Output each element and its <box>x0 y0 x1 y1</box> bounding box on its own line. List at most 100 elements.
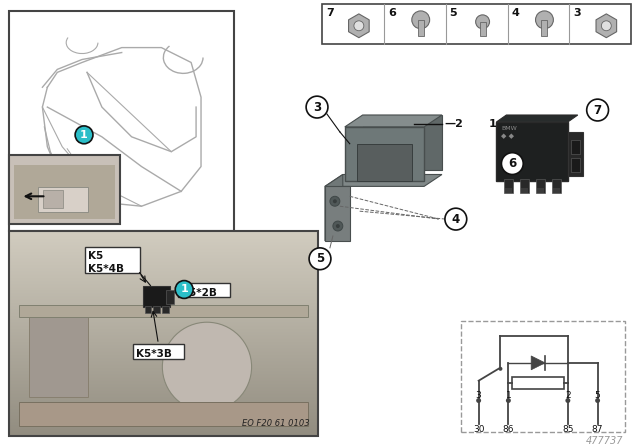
Bar <box>9 348 318 349</box>
Text: K5*4B: K5*4B <box>88 264 124 274</box>
Bar <box>85 247 140 273</box>
Bar <box>541 20 547 36</box>
Text: 1: 1 <box>506 391 511 400</box>
Bar <box>9 435 318 436</box>
Bar <box>9 241 318 242</box>
Bar <box>9 399 318 400</box>
Bar <box>418 20 424 36</box>
Text: 5: 5 <box>450 8 458 18</box>
Bar <box>166 290 174 304</box>
Bar <box>9 261 318 262</box>
Bar <box>9 400 318 401</box>
Bar <box>29 317 88 396</box>
Bar <box>9 329 318 330</box>
Bar <box>552 180 561 194</box>
Bar <box>9 425 318 426</box>
Circle shape <box>336 224 340 228</box>
Circle shape <box>333 199 337 203</box>
Bar <box>506 188 513 194</box>
Bar <box>9 388 318 389</box>
Bar <box>9 401 318 402</box>
Bar <box>9 424 318 425</box>
Bar <box>9 304 318 306</box>
Bar <box>9 281 318 283</box>
Bar <box>9 254 318 255</box>
Bar <box>9 404 318 405</box>
Text: 3: 3 <box>476 391 481 400</box>
Circle shape <box>163 322 252 411</box>
Bar <box>9 335 318 336</box>
Bar <box>9 274 318 275</box>
Bar <box>9 406 318 408</box>
Bar <box>9 242 318 243</box>
Bar <box>19 401 308 426</box>
Bar <box>9 318 318 319</box>
Bar <box>143 285 170 307</box>
Bar <box>497 122 568 181</box>
Bar <box>9 385 318 386</box>
Bar <box>9 323 318 324</box>
Bar <box>9 390 318 391</box>
Bar <box>9 231 318 436</box>
Bar <box>9 381 318 382</box>
Text: 3: 3 <box>573 8 581 18</box>
Bar <box>9 240 318 241</box>
Polygon shape <box>363 115 442 169</box>
Bar <box>9 373 318 374</box>
Bar <box>9 345 318 346</box>
Text: 85: 85 <box>562 425 573 434</box>
Bar <box>9 411 318 413</box>
Bar <box>9 361 318 362</box>
Bar <box>9 315 318 316</box>
Bar <box>9 338 318 339</box>
Circle shape <box>499 367 502 371</box>
Bar <box>9 351 318 352</box>
Bar <box>9 255 318 256</box>
Bar <box>9 365 318 366</box>
Bar <box>9 434 318 435</box>
Bar <box>9 311 318 312</box>
Bar <box>9 409 318 410</box>
Bar <box>9 312 318 313</box>
Bar <box>9 330 318 331</box>
Circle shape <box>501 153 524 174</box>
Text: 1: 1 <box>488 119 496 129</box>
Bar <box>38 187 88 212</box>
Bar <box>9 285 318 287</box>
Bar <box>9 321 318 322</box>
Bar <box>9 258 318 259</box>
Bar <box>9 376 318 377</box>
Bar <box>571 158 580 172</box>
Bar <box>9 355 318 356</box>
Bar <box>9 418 318 419</box>
Bar <box>9 377 318 378</box>
Text: 6: 6 <box>388 8 396 18</box>
Bar <box>9 431 318 432</box>
Bar <box>9 288 318 289</box>
Text: K5*2B: K5*2B <box>181 288 217 298</box>
Bar <box>9 368 318 369</box>
Bar <box>9 244 318 245</box>
Circle shape <box>565 398 570 403</box>
Text: 477737: 477737 <box>586 436 623 446</box>
Bar <box>9 299 318 301</box>
Bar <box>504 180 513 194</box>
Bar <box>9 369 318 370</box>
Bar <box>9 320 318 321</box>
Bar <box>9 251 318 252</box>
Bar <box>9 433 318 434</box>
Bar <box>9 414 318 415</box>
Bar <box>9 342 318 343</box>
Bar <box>9 269 318 270</box>
Bar <box>9 278 318 279</box>
Bar <box>9 231 318 232</box>
Text: 4: 4 <box>452 213 460 226</box>
Bar <box>9 232 318 233</box>
Bar <box>178 283 230 297</box>
Bar <box>9 271 318 273</box>
Bar <box>9 236 318 237</box>
Bar <box>9 319 318 320</box>
Text: BMW: BMW <box>501 126 517 131</box>
Polygon shape <box>345 115 442 127</box>
Text: 6: 6 <box>508 157 516 170</box>
